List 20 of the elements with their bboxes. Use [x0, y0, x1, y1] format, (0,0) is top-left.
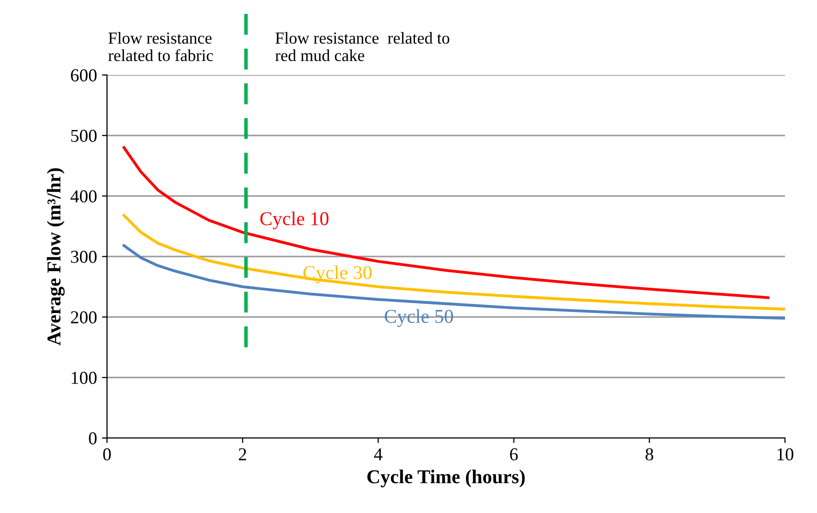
x-tick-label: 8	[646, 448, 654, 460]
y-tick-label: 100	[72, 372, 97, 384]
x-axis-title: Cycle Time (hours)	[367, 470, 525, 488]
x-tick-label: 6	[510, 448, 518, 460]
x-tick-label: 0	[103, 448, 111, 460]
y-tick-label: 500	[71, 130, 97, 142]
y-tick-label: 600	[70, 69, 97, 82]
text: Flow resistance related to red mud cake	[275, 32, 450, 62]
series-label: Cycle 10	[260, 212, 328, 230]
text: Flow resistance related to fabric	[108, 32, 213, 62]
x-tick-label: 10	[778, 448, 794, 460]
x-tick-label: 2	[238, 448, 246, 460]
y-tick-label: 200	[70, 311, 97, 324]
x-tick-label: 4	[374, 448, 382, 460]
line-series	[122, 214, 785, 311]
y-tick-label: 0	[88, 432, 97, 444]
y-tick-label: 300	[71, 250, 97, 263]
y-axis-title: Average Flow (m³/hr)	[46, 168, 65, 346]
line-series	[122, 146, 770, 300]
y-tick-label: 400	[70, 190, 97, 202]
